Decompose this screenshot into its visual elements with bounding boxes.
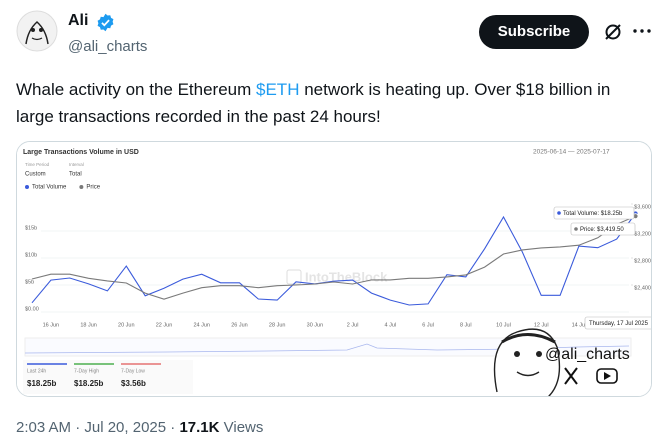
control-value: Total bbox=[69, 172, 82, 178]
y2-tick-label: $2,400 bbox=[634, 285, 651, 291]
y-tick-label: $15b bbox=[25, 225, 37, 231]
x-tick-label: 4 Jul bbox=[385, 322, 397, 328]
stat-value: $18.25b bbox=[74, 379, 103, 388]
tooltip-text: Price: $3,419.50 bbox=[580, 227, 624, 233]
tooltip-text: Thursday, 17 Jul 2025 bbox=[589, 321, 649, 327]
stat-label: Last 24h bbox=[27, 368, 46, 374]
legend-label: Total Volume bbox=[32, 185, 67, 191]
chart: Large Transactions Volume in USD 2025-06… bbox=[17, 142, 651, 396]
tweet-text: Whale activity on the Ethereum $ETH netw… bbox=[16, 76, 646, 130]
legend-label: Price bbox=[86, 185, 100, 191]
views-label: Views bbox=[223, 419, 264, 436]
subscribe-button[interactable]: Subscribe bbox=[479, 15, 589, 49]
watermark: IntoTheBlock bbox=[305, 269, 388, 284]
y-tick-label: $10b bbox=[25, 252, 37, 258]
series-line bbox=[31, 215, 636, 300]
text: Whale activity on the Ethereum bbox=[16, 80, 257, 99]
x-tick-label: 6 Jul bbox=[422, 322, 434, 328]
tooltip-box bbox=[570, 222, 636, 236]
tooltip-dot bbox=[574, 227, 578, 231]
y2-tick-label: $3,600 bbox=[634, 204, 651, 210]
y2-tick-label: $3,200 bbox=[634, 231, 651, 237]
more-icon[interactable] bbox=[632, 26, 652, 36]
tweet-meta: 2:03 AM · Jul 20, 2025 · 17.1K Views bbox=[16, 419, 263, 436]
x-tick-label: 30 Jun bbox=[307, 322, 324, 328]
chart-title: Large Transactions Volume in USD bbox=[23, 149, 139, 156]
media-card[interactable]: Large Transactions Volume in USD 2025-06… bbox=[16, 141, 652, 397]
overlay-handle: @ali_charts bbox=[545, 346, 630, 363]
overlay: @ali_charts bbox=[493, 328, 630, 396]
tooltip-box bbox=[553, 206, 635, 220]
y-tick-label: $5b bbox=[25, 279, 34, 285]
legend-dot bbox=[79, 185, 84, 189]
control-value: Custom bbox=[25, 172, 46, 178]
x-tick-label: 2 Jul bbox=[347, 322, 359, 328]
series-line bbox=[31, 213, 636, 306]
stat-label: 7-Day High bbox=[74, 368, 99, 374]
author-handle[interactable]: @ali_charts bbox=[68, 38, 148, 55]
y-tick-label: $0.00 bbox=[25, 306, 39, 312]
x-tick-label: 28 Jun bbox=[269, 322, 286, 328]
stat-label: 7-Day Low bbox=[121, 368, 145, 374]
stat-value: $18.25b bbox=[27, 379, 56, 388]
date-range: 2025-06-14 — 2025-07-17 bbox=[533, 149, 610, 156]
tooltip-box bbox=[584, 316, 651, 330]
x-tick-label: 24 Jun bbox=[193, 322, 210, 328]
verified-badge bbox=[97, 13, 114, 32]
control-label: Time Period bbox=[25, 162, 50, 167]
grok-icon[interactable] bbox=[603, 22, 623, 42]
x-tick-label: 12 Jul bbox=[534, 322, 549, 328]
author-name[interactable]: Ali bbox=[68, 12, 89, 29]
legend-dot bbox=[25, 185, 29, 189]
x-tick-label: 10 Jul bbox=[496, 322, 511, 328]
x-tick-label: 20 Jun bbox=[118, 322, 135, 328]
control-label: Interval bbox=[69, 162, 84, 167]
x-tick-label: 8 Jul bbox=[460, 322, 472, 328]
x-tick-label: 26 Jun bbox=[231, 322, 248, 328]
stat-value: $3.56b bbox=[121, 379, 146, 388]
tooltip-dot bbox=[557, 211, 561, 215]
avatar[interactable] bbox=[16, 10, 58, 52]
views-count: 17.1K bbox=[179, 419, 220, 436]
tooltip-text: Total Volume: $18.25b bbox=[563, 211, 623, 217]
x-tick-label: 18 Jun bbox=[80, 322, 97, 328]
timestamp[interactable]: 2:03 AM · Jul 20, 2025 · bbox=[16, 419, 176, 436]
text: network is heating up. Over $18 billion … bbox=[16, 80, 611, 126]
x-tick-label: 16 Jun bbox=[43, 322, 60, 328]
x-tick-label: 14 Jul bbox=[572, 322, 587, 328]
cashtag[interactable]: $ETH bbox=[256, 80, 300, 99]
y2-tick-label: $2,800 bbox=[634, 258, 651, 264]
x-tick-label: 22 Jun bbox=[156, 322, 173, 328]
